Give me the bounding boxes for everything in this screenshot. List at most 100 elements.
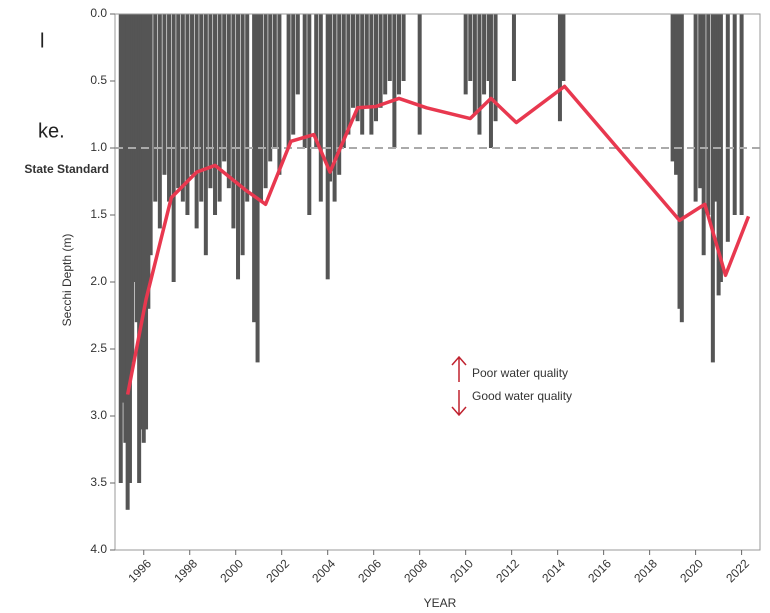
y-tick-label: 3.5 [90,475,107,489]
bar [341,14,346,148]
bar [199,14,204,202]
x-tick-label: 2006 [355,556,384,585]
x-tick-label: 2020 [677,556,706,585]
bar [127,14,132,483]
x-tick-label: 2008 [401,556,430,585]
arrow-down [451,390,467,417]
annotation: Good water quality [472,389,572,403]
bar [277,14,282,175]
y-tick-label: 3.0 [90,408,107,422]
bar [486,14,491,81]
bar [373,14,378,122]
bar [263,14,268,189]
bar [146,14,151,309]
bar [477,14,482,135]
bar [208,14,213,189]
bar [314,14,319,148]
bar [141,14,146,443]
bar [417,14,422,135]
bar [710,14,715,363]
bar [488,14,493,148]
bar [203,14,208,256]
y-tick-label: 0.5 [90,73,107,87]
bar [337,14,342,175]
x-tick-label: 2018 [631,556,660,585]
bar [190,14,195,175]
bar [144,14,149,430]
bar [325,14,330,280]
bar [286,14,291,148]
x-tick-label: 1998 [171,556,200,585]
y-tick-label: 0.0 [90,6,107,20]
bar [231,14,236,229]
bar [332,14,337,202]
x-tick-label: 2004 [309,556,338,585]
y-tick-label: 1.0 [90,140,107,154]
bar [693,14,698,202]
bar [732,14,737,215]
y-tick-label: 1.5 [90,207,107,221]
bar [677,14,682,309]
cropped-text: ke. [38,120,65,142]
x-axis-label: YEAR [424,596,457,610]
bar [482,14,487,95]
bar [272,14,277,148]
bar [194,14,199,229]
bar [255,14,260,363]
bar [185,14,190,215]
bar [240,14,245,256]
bar [346,14,351,135]
mean-line [125,84,751,395]
annotation: Poor water quality [472,366,568,380]
bar [148,14,153,256]
x-tick-label: 2000 [217,556,246,585]
bar [236,14,241,280]
bar [162,14,167,175]
bar [674,14,679,175]
bar [121,14,126,403]
y-tick-label: 4.0 [90,542,107,556]
bar [318,14,323,202]
bar [118,14,123,483]
bar [139,14,144,430]
bar [295,14,300,95]
bar [468,14,473,81]
bar [176,14,181,189]
bar [180,14,185,202]
bar [378,14,383,108]
bar [561,14,566,81]
reference-label: State Standard [24,162,109,176]
bar [670,14,675,162]
bar [213,14,218,215]
x-tick-label: 1996 [125,556,154,585]
y-tick-label: 2.5 [90,341,107,355]
bar [137,14,142,483]
bar [360,14,365,135]
x-tick-label: 2022 [723,556,752,585]
bar [302,14,307,148]
bar [401,14,406,81]
bar [706,14,711,215]
bar [252,14,257,323]
bar [245,14,250,202]
bar [387,14,392,81]
bar [679,14,684,323]
bar [291,14,296,135]
bar [328,14,332,182]
bar [130,14,135,363]
bar [396,14,401,95]
bar [557,14,562,122]
bar [383,14,388,95]
bar [698,14,703,189]
bar [472,14,477,115]
bar [153,14,158,202]
bar [157,14,162,229]
bar [125,14,130,510]
bar [716,14,721,296]
bar [511,14,516,81]
bar [355,14,360,122]
arrow-up [451,355,467,382]
bar [259,14,264,202]
bar [463,14,468,95]
